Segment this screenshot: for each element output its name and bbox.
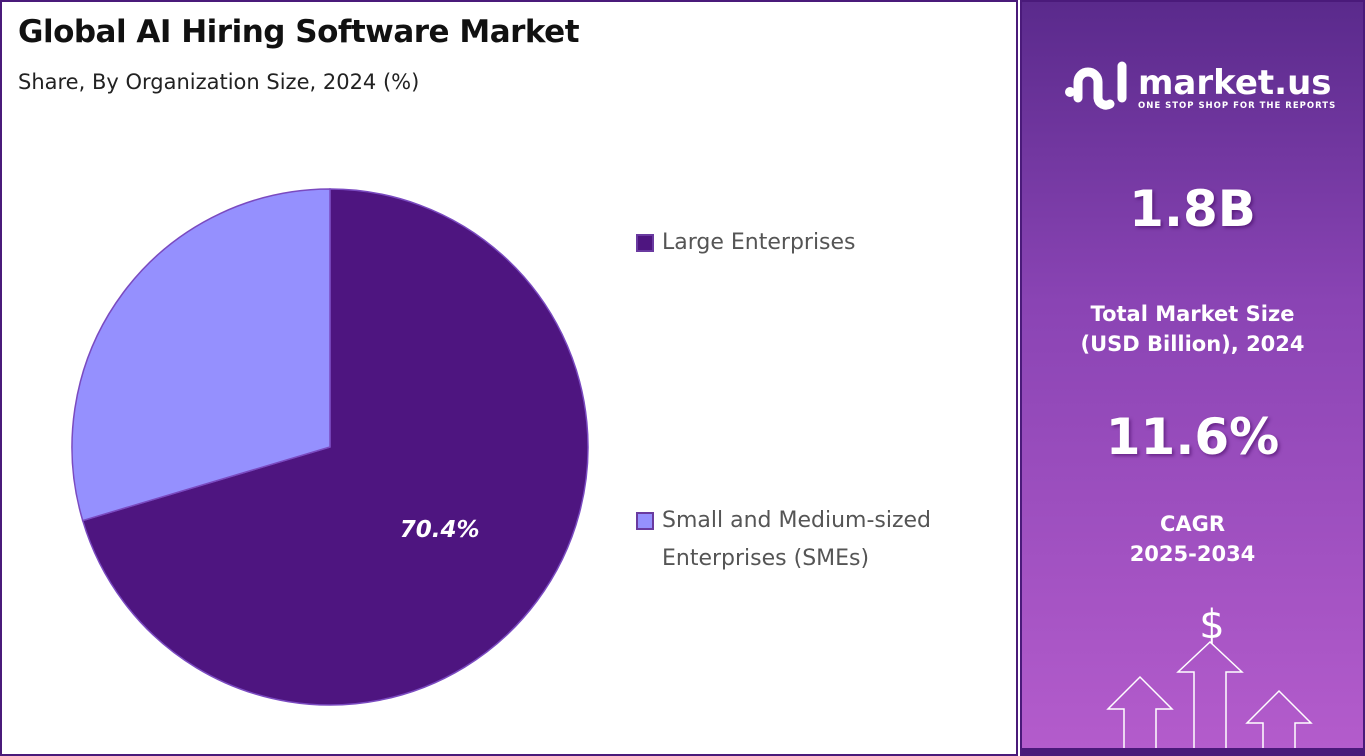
market-size-value: 1.8B (1129, 180, 1256, 238)
legend-label: Large Enterprises (662, 230, 856, 255)
legend-item-smes: Small and Medium-sized Enterprises (SMEs) (636, 502, 931, 578)
market-us-logo: market.us ONE STOP SHOP FOR THE REPORTS (1062, 58, 1336, 118)
legend-swatch (636, 234, 654, 252)
chart-subtitle: Share, By Organization Size, 2024 (%) (18, 70, 420, 94)
legend-label: Small and Medium-sized (662, 508, 932, 533)
legend-swatch (636, 512, 654, 530)
market-size-label-2: (USD Billion), 2024 (1080, 332, 1305, 356)
cagr-label: CAGR (1159, 512, 1226, 536)
logo-icon (1065, 61, 1127, 110)
cagr-value: 11.6% (1105, 408, 1280, 466)
pie-slice-1 (71, 188, 331, 522)
logo-tagline: ONE STOP SHOP FOR THE REPORTS (1138, 101, 1337, 111)
summary-panel: market.us ONE STOP SHOP FOR THE REPORTS … (1020, 0, 1365, 756)
legend-item-large-enterprises: Large Enterprises (636, 224, 856, 262)
dollar-growth-arrows-icon: $ (1106, 602, 1313, 754)
pie-chart: 70.4% (71, 188, 589, 706)
svg-text:$: $ (1199, 602, 1224, 648)
legend-label-line2: Enterprises (SMEs) (662, 546, 870, 571)
market-size-label: Total Market Size (1090, 302, 1295, 326)
chart-title: Global AI Hiring Software Market (18, 14, 580, 50)
pie-slice-0 (81, 188, 589, 706)
data-label: 70.4% (400, 517, 480, 543)
chart-panel: Global AI Hiring Software Market Share, … (0, 0, 1018, 756)
logo-name: market.us (1138, 63, 1332, 103)
bottom-bar (1022, 748, 1363, 754)
cagr-period: 2025-2034 (1129, 542, 1256, 566)
